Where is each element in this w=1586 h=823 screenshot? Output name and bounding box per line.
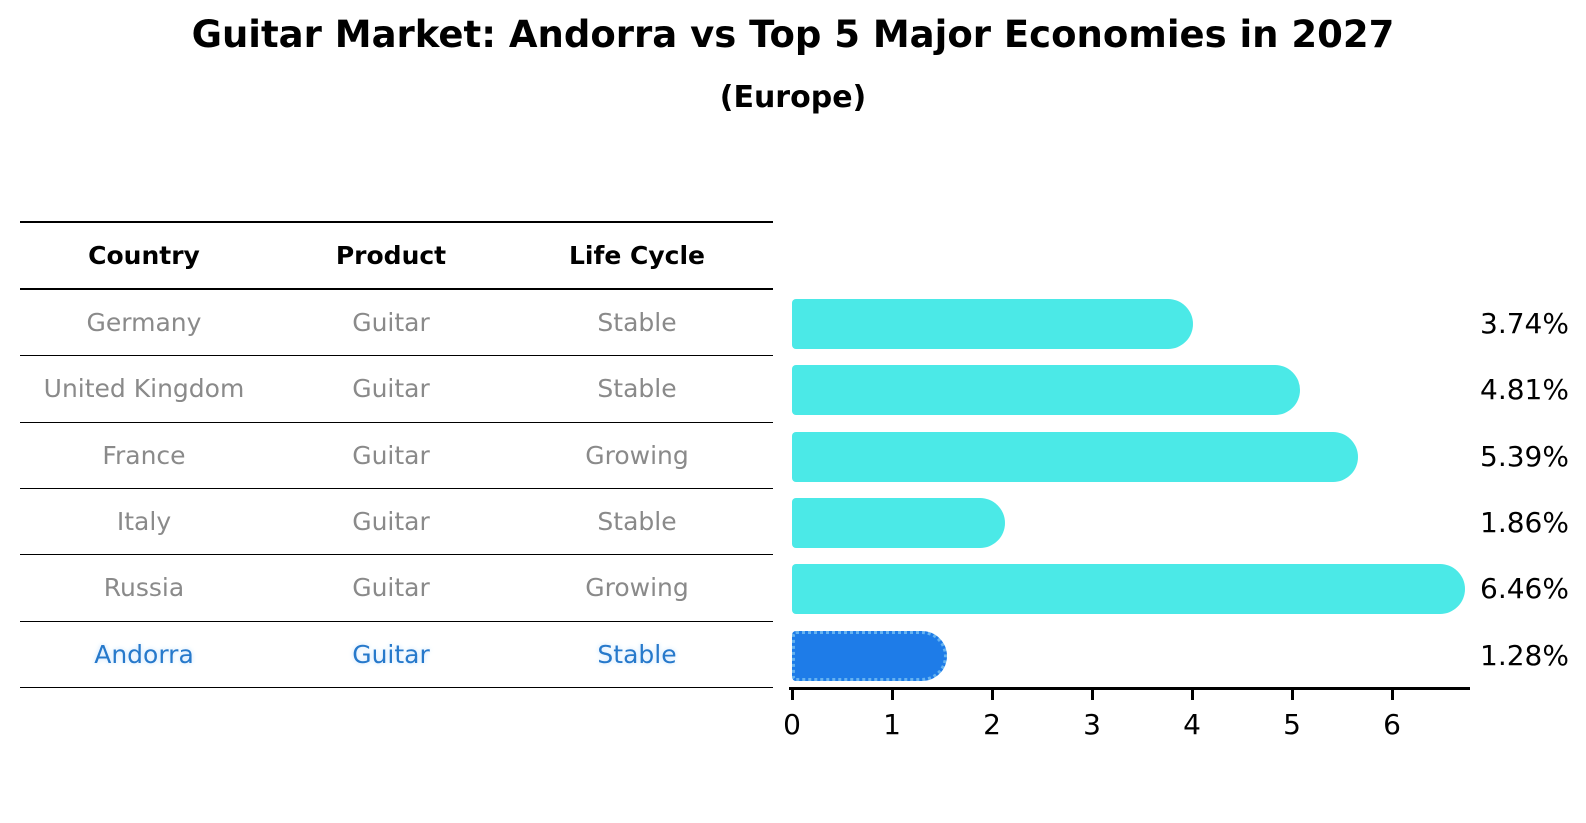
value-label: 5.39% (1480, 439, 1569, 473)
x-axis-tick-label: 4 (1183, 708, 1201, 741)
product-cell: Guitar (352, 308, 430, 338)
product-cell: Guitar (352, 573, 430, 603)
value-label: 4.81% (1480, 373, 1569, 407)
table-row: United Kingdom Guitar Stable (20, 356, 773, 423)
table-row-andorra: Andorra Guitar Stable (20, 622, 773, 688)
life-cycle-cell: Stable (597, 374, 677, 404)
x-axis (789, 687, 1470, 691)
table-row: Italy Guitar Stable (20, 489, 773, 556)
table-row: Russia Guitar Growing (20, 555, 773, 622)
product-cell: Guitar (352, 639, 430, 669)
x-axis-tick (790, 690, 794, 700)
life-cycle-cell: Stable (597, 507, 677, 537)
column-header-country: Country (88, 241, 200, 270)
country-cell: United Kingdom (43, 374, 245, 404)
x-axis-tick (1390, 690, 1394, 700)
product-cell: Guitar (352, 440, 430, 470)
life-cycle-cell: Growing (585, 573, 689, 603)
country-cell: Italy (116, 507, 172, 537)
x-axis-tick-label: 2 (983, 708, 1001, 741)
table-header-row: Country Product Life Cycle (20, 223, 773, 290)
x-axis-tick (1290, 690, 1294, 700)
country-cell: France (102, 440, 186, 470)
x-axis-tick-label: 3 (1083, 708, 1101, 741)
value-label: 1.86% (1480, 505, 1569, 539)
value-label: 3.74% (1480, 307, 1569, 340)
x-axis-tick (890, 690, 894, 700)
x-axis-tick-label: 6 (1383, 708, 1401, 741)
value-label: 6.46% (1480, 572, 1569, 606)
x-axis-tick-label: 1 (883, 708, 901, 741)
product-cell: Guitar (352, 507, 430, 537)
value-label: 1.28% (1480, 638, 1569, 672)
table-row: Germany Guitar Stable (20, 290, 773, 357)
x-axis-tick-label: 5 (1283, 708, 1301, 741)
bar-andorra (792, 630, 947, 681)
life-cycle-cell: Growing (585, 440, 689, 470)
bar-russia (792, 564, 1465, 615)
country-cell: Germany (86, 308, 202, 338)
table-row: France Guitar Growing (20, 423, 773, 489)
comparison-table: Country Product Life Cycle Germany Guita… (20, 221, 773, 688)
bar-united-kingdom (792, 365, 1300, 416)
x-axis-tick (1090, 690, 1094, 700)
column-header-life-cycle: Life Cycle (568, 241, 706, 270)
bar-italy (792, 497, 1005, 548)
life-cycle-cell: Stable (597, 639, 677, 669)
country-cell: Andorra (94, 639, 194, 669)
bar-france (792, 431, 1358, 482)
product-cell: Guitar (352, 374, 430, 404)
bar-germany (792, 299, 1193, 349)
x-axis-tick (990, 690, 994, 700)
life-cycle-cell: Stable (597, 308, 677, 338)
column-header-product: Product (335, 241, 447, 270)
chart-title: Guitar Market: Andorra vs Top 5 Major Ec… (191, 13, 1395, 56)
country-cell: Russia (103, 573, 185, 603)
x-axis-tick-label: 0 (783, 708, 801, 741)
chart-subtitle: (Europe) (719, 80, 867, 115)
x-axis-tick (1190, 690, 1194, 700)
